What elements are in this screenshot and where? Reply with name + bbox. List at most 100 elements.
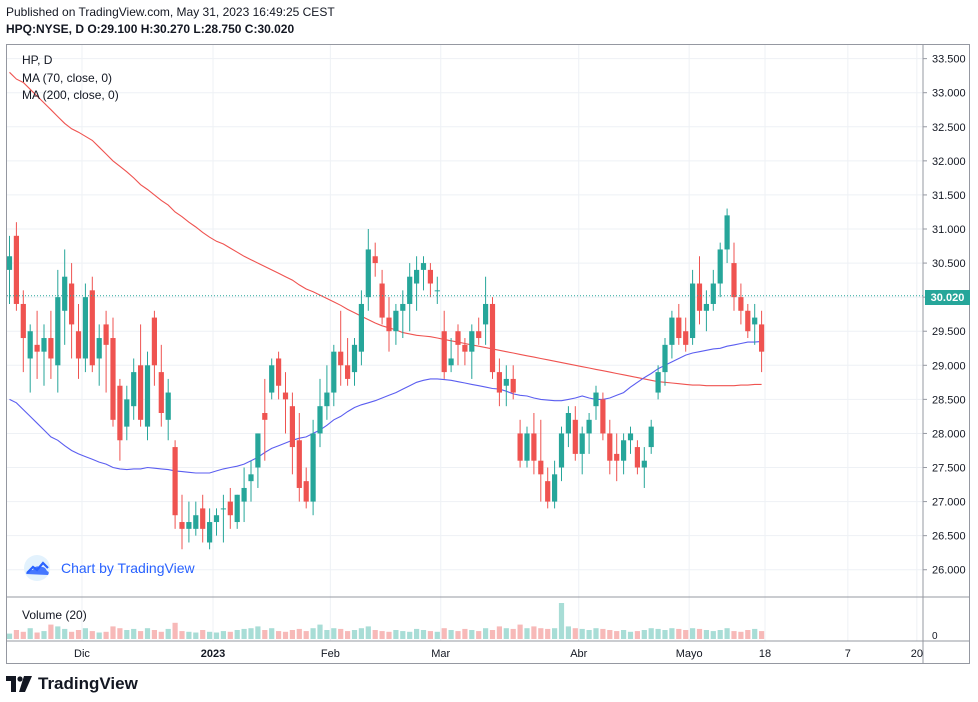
candle	[621, 433, 627, 475]
volume-bar	[476, 631, 482, 639]
candle	[165, 378, 171, 441]
candle	[62, 249, 68, 345]
tradingview-watermark[interactable]: Chart by TradingView	[21, 554, 195, 582]
volume-bar	[365, 626, 371, 639]
candle-body	[752, 317, 758, 325]
volume-bar	[600, 628, 606, 639]
volume-bar	[338, 628, 344, 639]
footer-brand[interactable]: TradingView	[6, 674, 138, 694]
candle	[552, 460, 558, 509]
candle	[531, 413, 537, 475]
volume-bar	[34, 632, 40, 639]
candle-body	[193, 515, 199, 529]
ohlc-line: HPQ:NYSE, D O:29.100 H:30.270 L:28.750 C…	[6, 22, 295, 36]
candle-body	[517, 433, 523, 461]
candle-body	[400, 303, 406, 311]
price-chart[interactable]: 33.500 33.000 32.500 32.000 31.500 31.000 30.5…	[7, 45, 969, 663]
volume-bar	[234, 630, 240, 639]
last-price-label: 30.020	[925, 290, 970, 305]
candle-body	[407, 276, 413, 304]
candle	[69, 263, 75, 359]
volume-bar	[248, 628, 254, 639]
volume-bar	[731, 631, 737, 639]
volume-bar	[296, 628, 302, 639]
candle	[117, 378, 123, 461]
volume-bar	[483, 628, 489, 639]
candle	[759, 310, 765, 373]
candle-body	[186, 522, 192, 529]
candle-body	[627, 433, 634, 441]
candle	[545, 467, 551, 509]
volume-bar	[462, 628, 468, 639]
volume-bar	[455, 631, 461, 639]
x-tick-label: 20	[911, 648, 923, 660]
candle-body	[144, 365, 151, 427]
volume-bar	[62, 628, 68, 639]
candle-body	[62, 276, 68, 311]
volume-bar	[572, 628, 578, 639]
candle	[496, 358, 502, 407]
chart-frame[interactable]: 33.500 33.000 32.500 32.000 31.500 31.000 30.5…	[6, 44, 970, 664]
volume-bar	[48, 624, 54, 639]
candle-body	[241, 487, 247, 502]
volume-bar	[69, 631, 75, 639]
y-tick-label: 33.000	[932, 88, 966, 100]
volume-bar	[420, 630, 427, 639]
candle	[262, 378, 268, 461]
candle-body	[634, 447, 640, 468]
y-tick-label: 26.000	[932, 565, 966, 577]
volume-bar	[607, 630, 613, 639]
candle	[289, 392, 295, 475]
candle	[683, 317, 689, 352]
volume-bar	[662, 630, 668, 639]
legend-ma200: MA (200, close, 0)	[22, 88, 119, 102]
y-tick-label: 31.500	[932, 190, 966, 202]
candle	[579, 426, 585, 475]
candle	[676, 303, 682, 345]
candle	[151, 310, 157, 386]
volume-bar	[717, 630, 723, 639]
volume-bar	[634, 631, 640, 639]
candle	[469, 324, 475, 379]
candle-body	[469, 331, 475, 352]
candle-body	[365, 249, 371, 298]
volume-bar	[669, 628, 675, 639]
volume-bar	[186, 631, 192, 639]
candle	[158, 344, 164, 427]
candle	[593, 385, 599, 420]
volume-bar	[358, 628, 364, 639]
candle-body	[648, 426, 654, 448]
candle-body	[393, 310, 399, 332]
candle-body	[710, 283, 716, 304]
candle-body	[690, 283, 696, 339]
candle	[565, 406, 571, 448]
candle	[227, 487, 233, 529]
candle	[331, 344, 337, 407]
candle-body	[593, 392, 599, 407]
candle-body	[262, 413, 268, 420]
volume-bar	[351, 630, 358, 639]
candle-body	[131, 372, 137, 407]
candle	[138, 324, 144, 427]
volume-bar	[531, 626, 537, 639]
candle-body	[20, 303, 26, 339]
candle-body	[524, 433, 530, 461]
volume-bar	[331, 628, 337, 639]
candle-body	[579, 433, 585, 454]
candle-body	[669, 317, 675, 345]
candle-body	[434, 290, 440, 292]
x-tick-label: Abr	[570, 648, 587, 660]
candle	[34, 310, 40, 379]
candle	[696, 256, 703, 325]
candle	[641, 447, 647, 488]
volume-bar	[427, 631, 433, 639]
candle-body	[358, 303, 364, 352]
candle	[186, 501, 192, 543]
volume-bar	[372, 630, 378, 639]
candle-body	[696, 283, 703, 311]
volume-bar	[172, 622, 178, 639]
volume-bar	[469, 630, 475, 639]
candle-body	[345, 365, 351, 379]
candle-body	[7, 256, 13, 270]
candle-body	[545, 481, 551, 502]
